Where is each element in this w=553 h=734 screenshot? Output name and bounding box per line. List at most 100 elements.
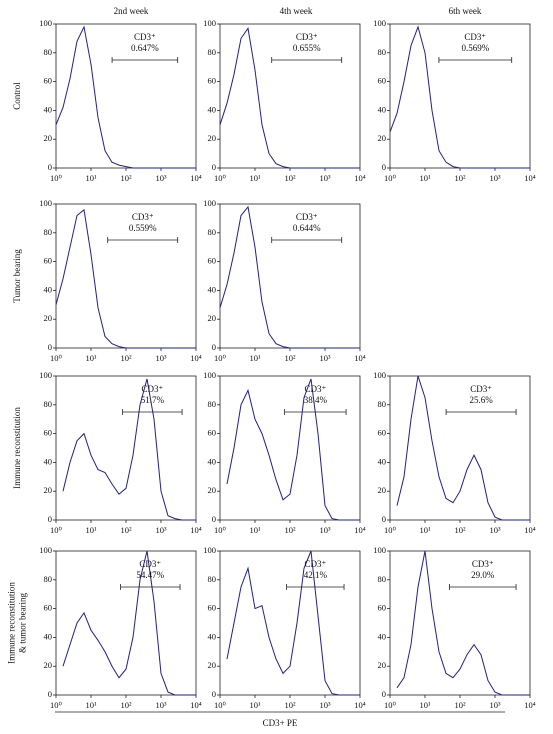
x-tick-label: 10²	[284, 700, 296, 710]
x-tick-label: 10⁴	[190, 700, 202, 710]
x-tick-label: 10⁰	[384, 525, 397, 535]
gate-label: 29.0%	[471, 570, 495, 580]
y-tick-label: 100	[39, 545, 52, 555]
x-tick-label: 10¹	[249, 353, 261, 363]
x-tick-label: 10¹	[85, 173, 97, 183]
row-title: Control	[12, 82, 22, 110]
y-tick-label: 40	[208, 631, 217, 641]
x-tick-label: 10¹	[85, 525, 97, 535]
x-tick-label: 10³	[155, 700, 167, 710]
y-tick-label: 100	[39, 198, 52, 208]
x-tick-label: 10⁰	[50, 173, 63, 183]
x-tick-label: 10⁰	[214, 525, 227, 535]
plot-frame	[219, 375, 361, 521]
gate-label: 51.7%	[141, 395, 165, 405]
x-tick-label: 10²	[454, 173, 466, 183]
y-tick-label: 40	[44, 284, 53, 294]
y-tick-label: 0	[212, 162, 216, 172]
y-tick-label: 20	[378, 133, 387, 143]
plot-frame	[55, 23, 197, 169]
y-tick-label: 80	[378, 399, 387, 409]
row-title: Tumor bearing	[12, 249, 22, 303]
x-tick-label: 10⁰	[50, 525, 63, 535]
plot-frame	[389, 550, 531, 696]
gate-label: CD3⁺	[304, 559, 326, 569]
histogram-curve	[55, 25, 196, 169]
x-tick-label: 10⁰	[214, 353, 227, 363]
x-tick-label: 10⁰	[50, 700, 63, 710]
y-tick-label: 20	[44, 313, 53, 323]
x-tick-label: 10²	[120, 525, 132, 535]
y-tick-label: 40	[44, 456, 53, 466]
y-tick-label: 80	[378, 47, 387, 57]
gate-label: CD3⁺	[296, 32, 318, 42]
gate-label: CD3⁺	[472, 559, 494, 569]
y-tick-label: 0	[382, 689, 386, 699]
y-tick-label: 60	[208, 603, 217, 613]
y-tick-label: 80	[208, 399, 217, 409]
x-tick-label: 10¹	[249, 525, 261, 535]
column-title: 6th week	[449, 6, 482, 16]
x-tick-label: 10¹	[85, 700, 97, 710]
x-axis-label: CD3+ PE	[263, 718, 298, 728]
x-tick-label: 10⁴	[524, 525, 536, 535]
y-tick-label: 20	[378, 485, 387, 495]
x-tick-label: 10⁴	[190, 525, 202, 535]
y-tick-label: 40	[44, 631, 53, 641]
y-tick-label: 100	[373, 545, 386, 555]
plot-frame	[219, 203, 361, 349]
y-tick-label: 0	[212, 689, 216, 699]
y-tick-label: 20	[44, 660, 53, 670]
x-tick-label: 10²	[284, 353, 296, 363]
x-tick-label: 10⁴	[524, 700, 536, 710]
x-tick-label: 10⁰	[214, 700, 227, 710]
y-tick-label: 40	[44, 104, 53, 114]
x-tick-label: 10⁴	[524, 173, 536, 183]
y-tick-label: 100	[203, 545, 216, 555]
y-tick-label: 60	[208, 76, 217, 86]
gate-label: 38.4%	[304, 395, 328, 405]
gate-label: 25.6%	[469, 395, 493, 405]
y-tick-label: 0	[212, 514, 216, 524]
gate-label: CD3⁺	[132, 212, 154, 222]
y-tick-label: 20	[44, 133, 53, 143]
y-tick-label: 80	[208, 227, 217, 237]
x-tick-label: 10³	[319, 173, 331, 183]
y-tick-label: 0	[48, 514, 52, 524]
y-tick-label: 20	[378, 660, 387, 670]
x-tick-label: 10³	[319, 525, 331, 535]
y-tick-label: 80	[208, 47, 217, 57]
y-tick-label: 100	[373, 370, 386, 380]
x-tick-label: 10²	[454, 700, 466, 710]
row-title: Immune reconstitution	[7, 582, 17, 664]
x-tick-label: 10⁴	[190, 353, 202, 363]
histogram-curve	[226, 550, 360, 696]
x-tick-label: 10⁴	[354, 700, 366, 710]
histogram-curve	[219, 205, 360, 349]
x-tick-label: 10⁴	[190, 173, 202, 183]
y-tick-label: 40	[378, 631, 387, 641]
histogram-curve	[396, 375, 530, 521]
histogram-curve	[219, 27, 360, 169]
x-tick-label: 10¹	[249, 173, 261, 183]
y-tick-label: 80	[44, 399, 53, 409]
y-tick-label: 60	[44, 256, 53, 266]
column-title: 4th week	[280, 6, 313, 16]
y-tick-label: 80	[44, 47, 53, 57]
x-tick-label: 10³	[155, 525, 167, 535]
gate-label: 0.644%	[293, 223, 321, 233]
histogram-curve	[55, 208, 196, 349]
gate-label: 0.559%	[129, 223, 157, 233]
y-tick-label: 100	[39, 18, 52, 28]
x-tick-label: 10⁰	[214, 173, 227, 183]
x-tick-label: 10¹	[85, 353, 97, 363]
x-tick-label: 10²	[120, 353, 132, 363]
x-tick-label: 10³	[489, 700, 501, 710]
y-tick-label: 40	[378, 456, 387, 466]
x-tick-label: 10³	[155, 353, 167, 363]
plot-frame	[219, 23, 361, 169]
histogram-curve	[226, 378, 360, 521]
plot-frame	[55, 375, 197, 521]
histogram-curve	[389, 25, 530, 169]
y-tick-label: 40	[378, 104, 387, 114]
